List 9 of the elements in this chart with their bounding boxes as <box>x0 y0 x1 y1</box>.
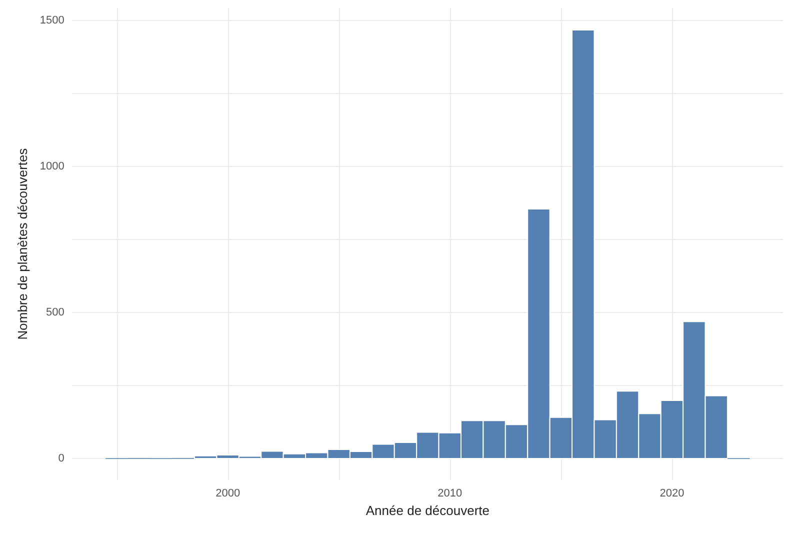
y-tick-label: 500 <box>46 306 64 319</box>
x-tick-label: 2000 <box>216 488 240 500</box>
x-tick-label: 2020 <box>660 488 684 500</box>
y-tick-label: 0 <box>58 452 64 465</box>
y-tick-label: 1500 <box>40 14 64 27</box>
x-axis-title: Année de découverte <box>366 502 490 518</box>
y-tick-label: 1000 <box>40 160 64 173</box>
x-tick-label: 2010 <box>438 488 462 500</box>
y-axis-title: Nombre de planètes découvertes <box>15 148 30 340</box>
